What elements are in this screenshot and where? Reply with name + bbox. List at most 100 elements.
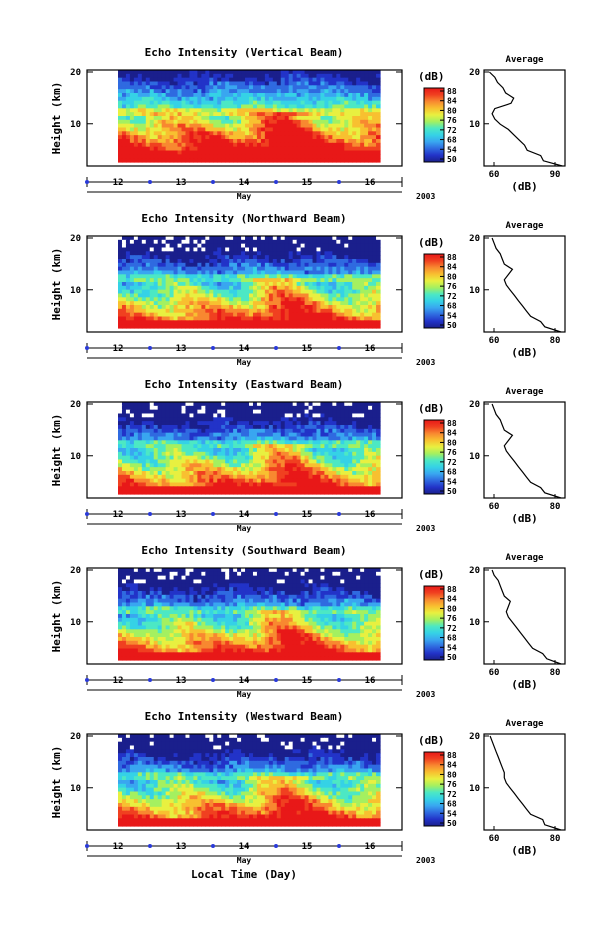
heatmap-cell <box>320 463 326 468</box>
heatmap-cell <box>312 262 318 268</box>
heatmap-cell <box>364 150 369 155</box>
heatmap-cell <box>161 251 167 256</box>
heatmap-cell <box>177 482 183 487</box>
heatmap-cell <box>229 70 234 75</box>
average-title: Average <box>506 221 545 231</box>
heatmap-cell <box>137 444 143 449</box>
heatmap-cell <box>340 432 345 438</box>
heatmap-cell <box>245 266 250 272</box>
heatmap-cell <box>256 448 262 453</box>
heatmap-cell <box>229 259 234 264</box>
heatmap-cell <box>260 89 266 94</box>
heatmap-cell <box>241 274 246 279</box>
heatmap-cell <box>213 266 218 272</box>
heatmap-cell <box>217 463 222 468</box>
heatmap-cell <box>189 308 195 314</box>
heatmap-cell <box>368 251 373 256</box>
heatmap-cell <box>177 73 183 79</box>
heatmap-cell <box>288 305 294 310</box>
heatmap-cell <box>296 236 302 241</box>
heatmap-cell <box>221 135 226 140</box>
heatmap-cell <box>165 316 171 321</box>
heatmap-cell <box>296 312 302 318</box>
heatmap-cell <box>137 490 143 495</box>
heatmap-cell <box>201 255 206 260</box>
heatmap-cell <box>332 274 337 279</box>
heatmap-cell <box>280 474 286 480</box>
heatmap-cell <box>316 448 322 453</box>
heatmap-cell <box>149 123 155 129</box>
heatmap-cell <box>173 236 179 241</box>
heatmap-cell <box>225 127 230 132</box>
heatmap-cell <box>284 146 290 152</box>
heatmap-cell <box>129 139 135 144</box>
heatmap-cell <box>181 413 187 418</box>
heatmap-cell <box>213 471 218 476</box>
heatmap-cell <box>252 436 258 441</box>
heatmap-cell <box>308 448 314 453</box>
heatmap-cell <box>348 467 353 472</box>
heatmap-cell <box>272 139 278 144</box>
heatmap-cell <box>348 440 353 445</box>
heatmap-cell <box>133 448 139 453</box>
heatmap-cell <box>201 436 206 441</box>
heatmap-cell <box>336 436 341 441</box>
heatmap-cell <box>316 293 322 298</box>
heatmap-cell <box>145 119 151 125</box>
heatmap-cell <box>296 308 302 314</box>
heatmap-cell <box>376 89 381 94</box>
heatmap-cell <box>165 251 171 256</box>
heatmap-cell <box>173 150 179 155</box>
heatmap-cell <box>209 455 214 461</box>
heatmap-cell <box>213 282 218 287</box>
heatmap-cell <box>340 127 345 132</box>
heatmap-cell <box>256 285 262 291</box>
heatmap-cell <box>320 428 326 434</box>
heatmap-cell <box>121 490 127 495</box>
heatmap-cell <box>372 146 377 152</box>
heatmap-cell <box>372 70 377 75</box>
heatmap-cell <box>268 259 274 264</box>
heatmap-cell <box>245 255 250 260</box>
heatmap-cell <box>360 402 365 407</box>
heatmap-cell <box>296 131 302 136</box>
heatmap-cell <box>141 320 147 325</box>
heatmap-cell <box>189 428 195 434</box>
heatmap-cell <box>125 478 131 484</box>
heatmap-cell <box>280 154 286 159</box>
heatmap-cell <box>197 85 202 90</box>
heatmap-cell <box>256 77 262 83</box>
heatmap-cell <box>368 440 373 445</box>
heatmap-cell <box>328 312 333 318</box>
heatmap-cell <box>125 409 131 415</box>
heatmap-cell <box>245 289 250 295</box>
heatmap-cell <box>153 150 159 155</box>
heatmap-cell <box>145 146 151 152</box>
heatmap-cell <box>133 131 139 136</box>
heatmap-cell <box>264 297 270 302</box>
heatmap-cell <box>197 417 202 422</box>
heatmap-cell <box>189 402 195 407</box>
heatmap-cell <box>336 131 341 136</box>
heatmap-cell <box>177 112 183 117</box>
heatmap-cell <box>276 482 282 487</box>
heatmap-cell <box>177 486 183 491</box>
heatmap-cell <box>256 154 262 159</box>
heatmap-cell <box>118 293 123 298</box>
heatmap-cell <box>149 478 155 484</box>
heatmap-cell <box>352 77 357 83</box>
heatmap-cell <box>348 77 353 83</box>
heatmap-cell <box>225 154 230 159</box>
heatmap-cell <box>189 146 195 152</box>
heatmap-cell <box>292 440 298 445</box>
heatmap-cell <box>288 293 294 298</box>
heatmap-cell <box>237 150 242 155</box>
heatmap-cell <box>372 259 377 264</box>
heatmap-cell <box>376 474 381 480</box>
heatmap-cell <box>145 324 151 329</box>
heatmap-cell <box>165 70 171 75</box>
heatmap-cell <box>372 471 377 476</box>
heatmap-cell <box>201 282 206 287</box>
heatmap-cell <box>280 459 286 464</box>
heatmap-cell <box>197 478 202 484</box>
